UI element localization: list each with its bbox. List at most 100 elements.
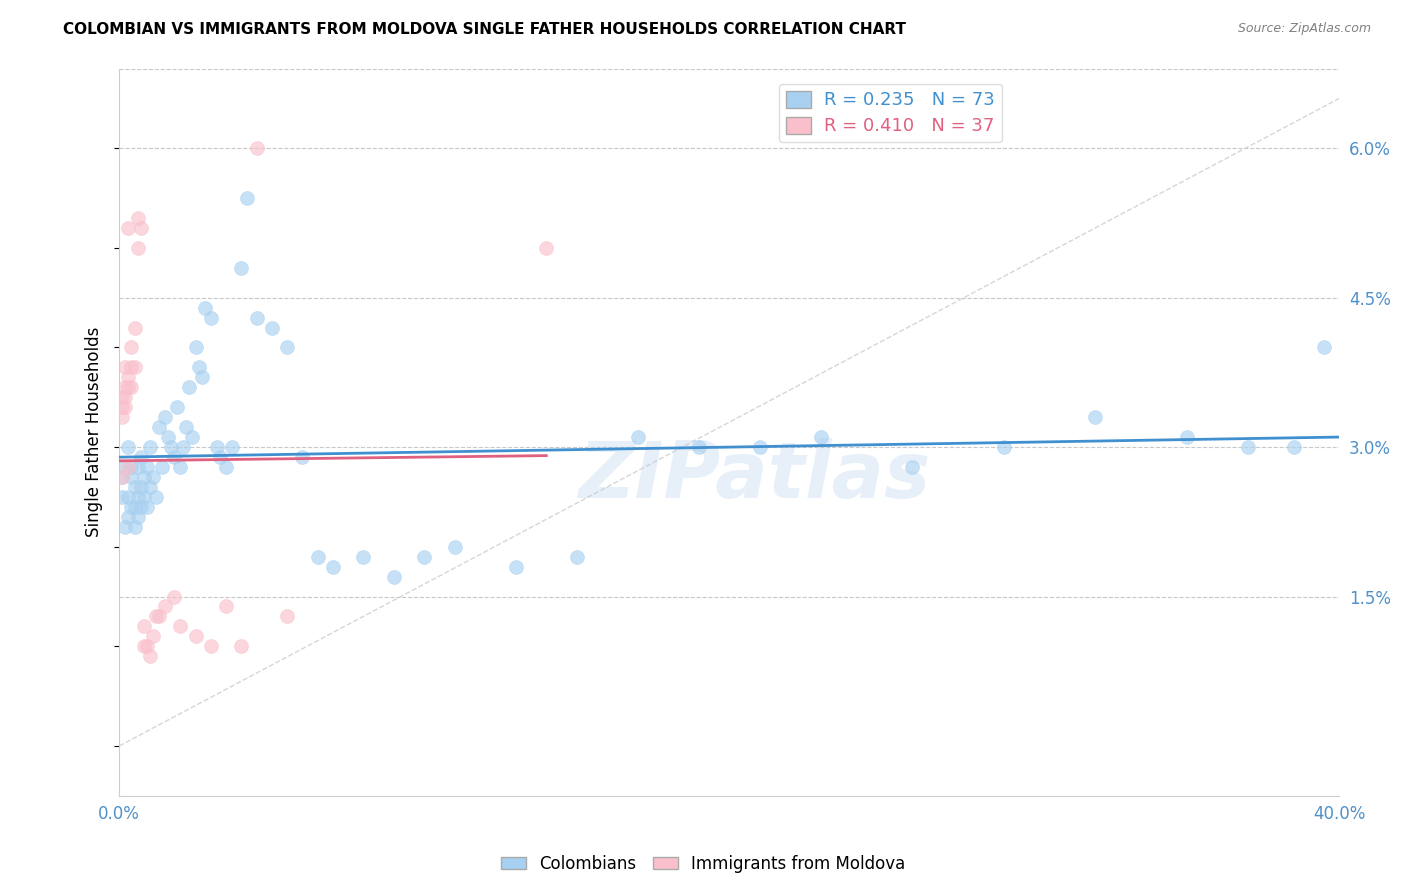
Point <box>276 341 298 355</box>
Point <box>121 380 143 394</box>
Point <box>150 460 173 475</box>
Point <box>184 341 207 355</box>
Point <box>1084 410 1107 425</box>
Point <box>565 549 588 564</box>
Point <box>132 470 155 484</box>
Point <box>231 640 253 654</box>
Point <box>111 490 134 504</box>
Point <box>142 470 165 484</box>
Point <box>169 619 191 633</box>
Point <box>166 401 188 415</box>
Point <box>111 470 134 484</box>
Point <box>194 301 217 315</box>
Point <box>114 390 136 404</box>
Point <box>163 590 186 604</box>
Point <box>307 549 329 564</box>
Point <box>129 500 152 514</box>
Point <box>1282 440 1305 454</box>
Point <box>132 619 155 633</box>
Point <box>215 460 238 475</box>
Point <box>352 549 374 564</box>
Point <box>382 569 405 583</box>
Point <box>117 380 139 394</box>
Point <box>121 341 143 355</box>
Point <box>748 440 770 454</box>
Point <box>190 370 212 384</box>
Point <box>124 320 146 334</box>
Point <box>179 380 201 394</box>
Point <box>135 640 157 654</box>
Point <box>139 649 162 664</box>
Point <box>121 470 143 484</box>
Point <box>413 549 436 564</box>
Point <box>993 440 1015 454</box>
Point <box>121 460 143 475</box>
Point <box>245 310 267 325</box>
Point <box>208 450 231 464</box>
Point <box>505 559 527 574</box>
Point <box>187 360 209 375</box>
Point <box>121 500 143 514</box>
Point <box>139 480 162 494</box>
Point <box>181 430 204 444</box>
Point <box>114 460 136 475</box>
Point <box>129 480 152 494</box>
Point <box>117 440 139 454</box>
Point <box>135 460 157 475</box>
Point <box>114 360 136 375</box>
Point <box>163 450 186 464</box>
Text: Source: ZipAtlas.com: Source: ZipAtlas.com <box>1237 22 1371 36</box>
Point <box>215 599 238 614</box>
Point <box>129 221 152 235</box>
Point <box>688 440 710 454</box>
Point <box>114 380 136 394</box>
Point <box>127 460 149 475</box>
Point <box>160 440 183 454</box>
Point <box>121 360 143 375</box>
Point <box>810 430 832 444</box>
Point <box>148 420 170 434</box>
Point <box>129 450 152 464</box>
Point <box>276 609 298 624</box>
Point <box>114 401 136 415</box>
Point <box>1175 430 1198 444</box>
Text: COLOMBIAN VS IMMIGRANTS FROM MOLDOVA SINGLE FATHER HOUSEHOLDS CORRELATION CHART: COLOMBIAN VS IMMIGRANTS FROM MOLDOVA SIN… <box>63 22 907 37</box>
Point <box>124 520 146 534</box>
Point <box>124 500 146 514</box>
Point <box>184 629 207 643</box>
Point <box>231 260 253 275</box>
Point <box>153 599 176 614</box>
Point <box>117 490 139 504</box>
Point <box>260 320 283 334</box>
Point <box>200 310 222 325</box>
Point <box>169 460 191 475</box>
Y-axis label: Single Father Households: Single Father Households <box>86 327 103 537</box>
Point <box>111 390 134 404</box>
Point <box>205 440 228 454</box>
Point <box>1236 440 1258 454</box>
Point <box>114 520 136 534</box>
Point <box>176 420 198 434</box>
Legend: R = 0.235   N = 73, R = 0.410   N = 37: R = 0.235 N = 73, R = 0.410 N = 37 <box>779 84 1001 142</box>
Legend: Colombians, Immigrants from Moldova: Colombians, Immigrants from Moldova <box>494 848 912 880</box>
Point <box>117 460 139 475</box>
Point <box>111 410 134 425</box>
Point <box>901 460 924 475</box>
Point <box>627 430 650 444</box>
Point <box>117 221 139 235</box>
Point <box>111 470 134 484</box>
Point <box>127 211 149 225</box>
Point <box>200 640 222 654</box>
Point <box>124 360 146 375</box>
Point <box>221 440 243 454</box>
Point <box>291 450 314 464</box>
Point <box>142 629 165 643</box>
Point <box>245 141 267 155</box>
Point <box>117 509 139 524</box>
Point <box>139 440 162 454</box>
Point <box>127 490 149 504</box>
Point <box>124 480 146 494</box>
Point <box>111 401 134 415</box>
Point <box>322 559 344 574</box>
Point <box>132 640 155 654</box>
